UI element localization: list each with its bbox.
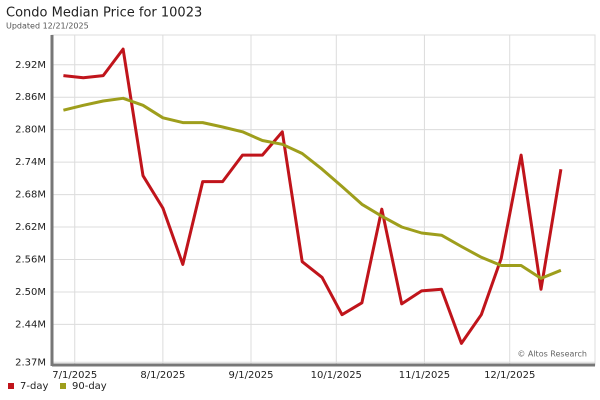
x-tick-label: 7/1/2025 xyxy=(52,370,97,381)
plot-area xyxy=(51,34,596,366)
x-tick-label: 11/1/2025 xyxy=(399,370,450,381)
series-line xyxy=(63,47,563,345)
y-tick-label: 2.92M xyxy=(15,60,46,71)
chart-subtitle: Updated 12/21/2025 xyxy=(6,22,89,31)
y-tick-label: 2.86M xyxy=(15,92,46,103)
legend-swatch xyxy=(8,383,14,389)
y-tick-label: 2.56M xyxy=(15,255,46,266)
x-tick-label: 10/1/2025 xyxy=(311,370,362,381)
x-tick-label: 9/1/2025 xyxy=(229,370,274,381)
legend-label: 7-day xyxy=(20,381,48,392)
legend-label: 90-day xyxy=(72,381,107,392)
legend-swatch xyxy=(60,383,66,389)
x-tick-label: 8/1/2025 xyxy=(140,370,185,381)
y-tick-label: 2.68M xyxy=(15,190,46,201)
chart-title: Condo Median Price for 10023 xyxy=(6,6,202,21)
y-tick-label: 2.44M xyxy=(15,319,46,330)
y-tick-label: 2.37M xyxy=(15,357,46,368)
series-line xyxy=(63,96,562,280)
annotation: © Altos Research xyxy=(517,350,587,359)
y-tick-label: 2.50M xyxy=(15,287,46,298)
y-tick-label: 2.74M xyxy=(15,157,46,168)
y-tick-label: 2.80M xyxy=(15,125,46,136)
y-tick-label: 2.62M xyxy=(15,222,46,233)
x-tick-label: 12/1/2025 xyxy=(484,370,535,381)
